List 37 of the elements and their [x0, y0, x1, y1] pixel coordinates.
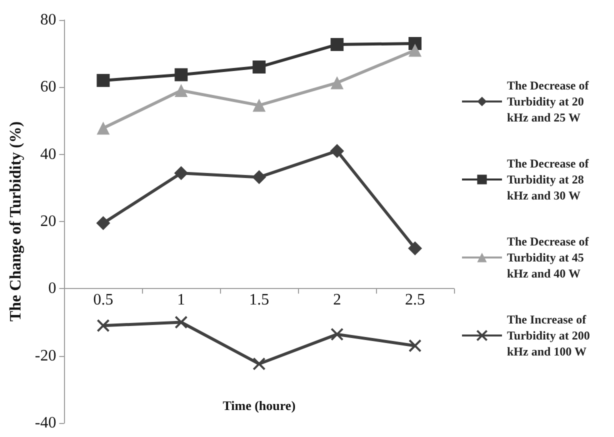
point: [174, 166, 188, 180]
x-axis-title: Time (houre): [222, 398, 296, 413]
x-tick-label: 1.5: [249, 292, 270, 308]
y-tick-label: -20: [34, 347, 56, 364]
x-tick-label: 0.5: [93, 292, 114, 308]
legend-label: The Decrease of Turbidity at 45 kHz and 40 W: [507, 234, 592, 280]
point: [330, 38, 344, 52]
y-tick-label: 40: [40, 146, 56, 163]
x-tick-label: 2: [333, 292, 342, 308]
point: [408, 44, 422, 57]
point: [330, 328, 344, 341]
point: [408, 339, 422, 352]
legend-label: The Decrease of Turbidity at 28 kHz and 30 W: [507, 156, 592, 202]
x-tick-label: 2.5: [405, 292, 426, 308]
legend-label: The Increase of Turbidity at 200 kHz and 100 W: [507, 312, 593, 358]
point: [330, 144, 344, 158]
y-tick-label: -40: [34, 414, 56, 432]
y-tick-label: 60: [40, 78, 56, 96]
point: [174, 316, 188, 329]
y-tick-label: 20: [40, 213, 56, 230]
point: [96, 216, 110, 230]
point: [252, 357, 266, 370]
point: [252, 170, 266, 184]
point: [174, 68, 188, 82]
point: [96, 319, 110, 332]
legend-label: The Decrease of Turbidity at 20 kHz and 25 W: [507, 78, 592, 124]
x-tick-label: 1: [177, 292, 186, 308]
y-tick-label: 80: [40, 12, 56, 28]
point: [252, 98, 266, 112]
y-axis-title: The Change of Turbidity (%): [8, 121, 24, 322]
point: [330, 76, 344, 90]
point: [252, 60, 266, 74]
point: [408, 241, 422, 256]
point: [174, 84, 188, 98]
y-tick-label: 0: [48, 280, 56, 298]
point: [96, 122, 110, 135]
point: [96, 74, 110, 87]
